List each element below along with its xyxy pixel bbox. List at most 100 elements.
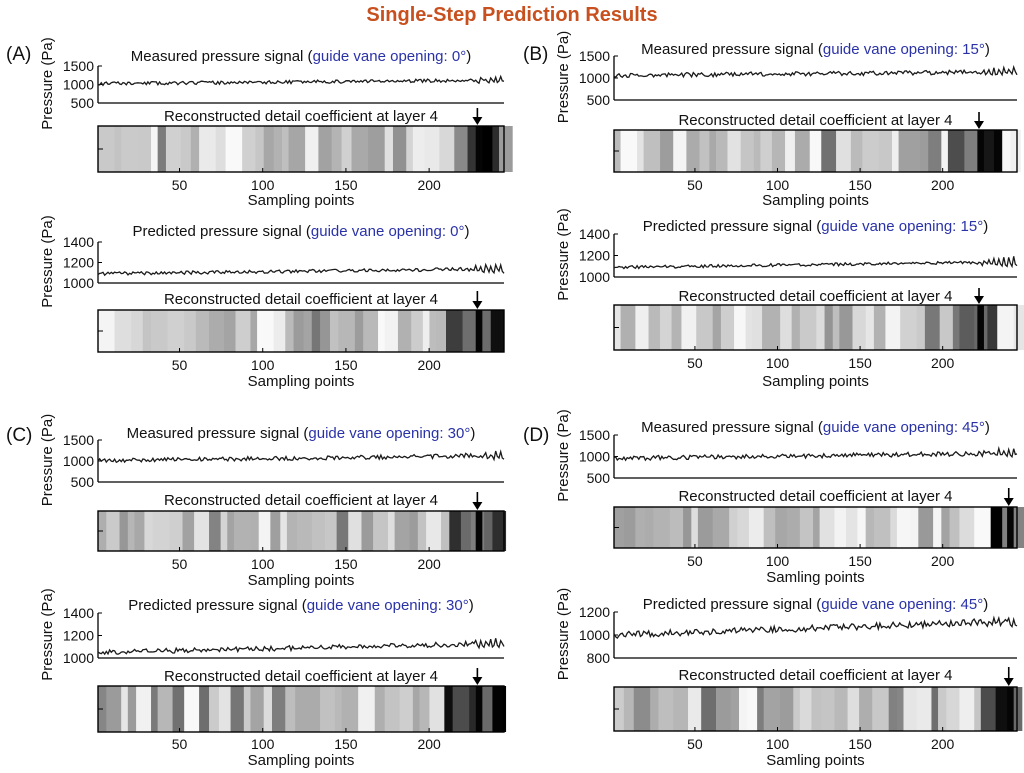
heatmap-cell [417, 511, 427, 551]
heatmap-cell [250, 310, 258, 352]
detail-coefficient-heatmap: Reconstructed detail coefficient at laye… [97, 668, 507, 769]
heatmap-cell [288, 126, 306, 172]
heatmap-cell [169, 511, 183, 551]
heatmap-cell [972, 130, 982, 172]
heatmap-cell [793, 687, 801, 731]
heatmap-cell [939, 305, 954, 350]
heatmap-cell [669, 507, 684, 548]
y-axis-label: Pressure (Pa) [555, 588, 572, 681]
y-tick-label: 800 [587, 650, 611, 666]
x-tick-label: 50 [687, 736, 703, 752]
x-tick-label: 100 [766, 736, 790, 752]
heatmap-cell [258, 511, 271, 551]
y-tick-label: 1500 [63, 432, 94, 448]
heatmap-cell [273, 310, 286, 352]
x-tick-label: 150 [334, 177, 358, 193]
heatmap-cell [688, 687, 702, 731]
heatmap-cell [227, 511, 235, 551]
heatmap-cell [127, 686, 137, 732]
heatmap-cell [195, 310, 210, 352]
figure-title: Single-Step Prediction Results [366, 4, 657, 26]
heatmap-peak-cell [475, 126, 483, 172]
heatmap-cell [184, 310, 197, 352]
x-tick-label: 50 [687, 553, 703, 569]
heatmap-cell [462, 310, 480, 352]
heatmap-cell [635, 507, 646, 548]
heatmap-cell [305, 126, 319, 172]
heatmap-cell [885, 305, 901, 350]
marker-arrow-head [974, 296, 985, 304]
chart-title-main: Measured pressure signal ( [127, 425, 309, 442]
heatmap-cell [637, 130, 645, 172]
heatmap-cell [747, 687, 758, 731]
pressure-series-line [613, 615, 1018, 640]
pressure-series-line [97, 449, 505, 464]
heatmap-cell [730, 687, 740, 731]
chart-title-opening: guide vane opening: 45° [823, 419, 985, 436]
heatmap-cell [151, 310, 168, 352]
chart-title: Predicted pressure signal (guide vane op… [643, 218, 988, 235]
heatmap-cell [952, 305, 960, 350]
heatmap-cell [285, 310, 294, 352]
x-tick-label: 150 [334, 736, 358, 752]
heatmap-cell [658, 687, 674, 731]
heatmap-cell [136, 686, 152, 732]
heatmap-cell [348, 511, 362, 551]
panel-label-a: (A) [6, 44, 31, 65]
heatmap-cell [916, 687, 932, 731]
heatmap-cell [752, 305, 763, 350]
heatmap-cell [671, 305, 682, 350]
heatmap-cell [900, 305, 918, 350]
y-axis-label: Pressure (Pa) [39, 37, 56, 130]
x-tick-label: 100 [766, 553, 790, 569]
y-tick-label: 1500 [63, 58, 94, 74]
heatmap-cell [409, 511, 419, 551]
chart-title-end: ) [470, 425, 475, 442]
x-tick-label: 150 [848, 177, 872, 193]
heatmap-cell [964, 130, 973, 172]
heatmap-cell [799, 687, 812, 731]
heatmap-cell [763, 687, 781, 731]
heatmap-cell [341, 686, 359, 732]
heatmap-cell [190, 126, 200, 172]
pressure-series-line [97, 638, 505, 656]
heatmap-cell [614, 687, 625, 731]
heatmap-cell [384, 126, 394, 172]
y-tick-label: 1000 [579, 70, 610, 86]
x-tick-label: 150 [334, 357, 358, 373]
heatmap-cell [949, 507, 960, 548]
heatmap-cell [358, 686, 376, 732]
heatmap-cell [454, 126, 468, 172]
heatmap-cell [363, 310, 379, 352]
heatmap-cell [384, 686, 400, 732]
x-tick-label: 100 [766, 177, 790, 193]
heatmap-cell [993, 130, 1003, 172]
y-axis-label: Pressure (Pa) [39, 414, 56, 507]
heatmap-peak-cell [977, 130, 984, 172]
detail-coefficient-heatmap: Reconstructed detail coefficient at laye… [613, 488, 1024, 586]
chart-title: Predicted pressure signal (guide vane op… [643, 596, 988, 613]
pressure-line-chart: Measured pressure signal (guide vane ope… [39, 414, 505, 507]
heatmap-cell [775, 507, 788, 548]
heatmap-cell [446, 310, 463, 352]
heatmap-cell [786, 507, 801, 548]
heatmap-cell [739, 687, 748, 731]
heatmap-cell [305, 686, 321, 732]
heatmap-cell [898, 130, 906, 172]
panel-label-b: (B) [523, 44, 548, 65]
heatmap-cell [620, 130, 638, 172]
heatmap-cell [436, 310, 447, 352]
heatmap-cell [165, 126, 182, 172]
heatmap-cell [121, 126, 139, 172]
heatmap-cell [467, 126, 478, 172]
heatmap-cell [114, 126, 122, 172]
heatmap-cell [374, 686, 386, 732]
pressure-series-line [613, 256, 1018, 270]
pressure-line-chart: Measured pressure signal (guide vane ope… [39, 37, 505, 130]
heatmap-cell [114, 310, 132, 352]
heatmap-cell [712, 305, 722, 350]
heatmap-cell [753, 130, 761, 172]
heatmap-cell [910, 507, 919, 548]
pressure-series-line [613, 64, 1018, 79]
heatmap-cell [233, 511, 251, 551]
